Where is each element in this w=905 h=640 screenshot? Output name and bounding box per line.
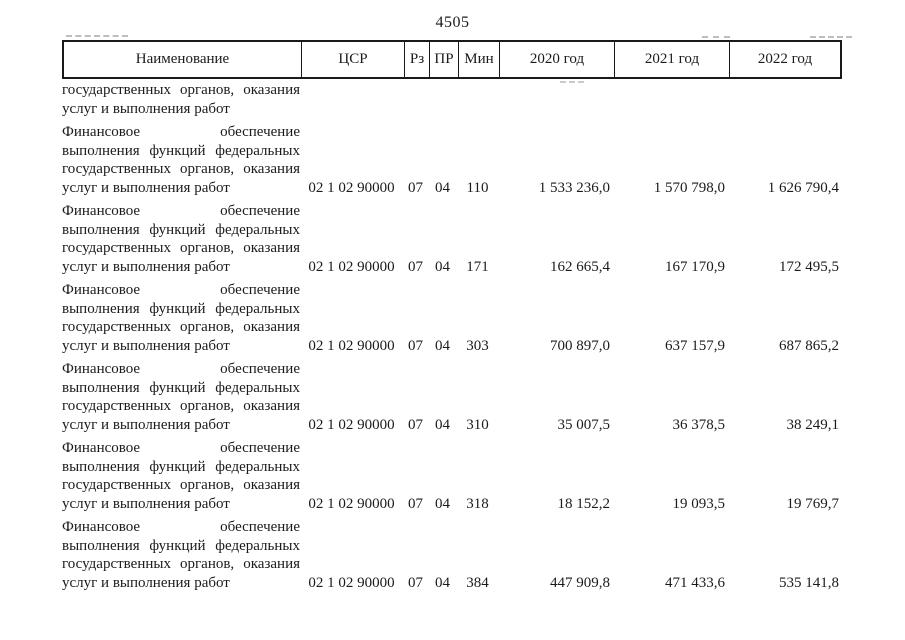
name-line: Финансовое обеспечение — [62, 124, 300, 140]
name-cell: Финансовое обеспечение выполнения функций… — [62, 281, 300, 355]
y2021-cell: 19 093,5 — [672, 495, 726, 512]
name-line: выполнения функций федеральных — [62, 221, 300, 238]
table-row: Финансовое обеспечение выполнения функций… — [62, 518, 842, 592]
header-rz: Рз — [405, 42, 430, 77]
name-cell: Финансовое обеспечение выполнения функций… — [62, 123, 300, 197]
csr-cell: 02 1 02 90000 — [308, 495, 395, 512]
y2021-cell: 637 157,9 — [665, 337, 725, 354]
name-line: Финансовое обеспечение — [62, 440, 300, 456]
name-line: государственных органов, оказания — [62, 556, 300, 572]
y2022-cell: 38 249,1 — [786, 416, 840, 433]
y2021-cell: 471 433,6 — [665, 574, 725, 591]
csr-cell: 02 1 02 90000 — [308, 574, 395, 591]
y2022-cell: 1 626 790,4 — [767, 179, 839, 196]
name-line: государственных органов, оказания — [62, 82, 300, 98]
min-cell: 318 — [466, 495, 489, 512]
name-line: услуг и выполнения работ — [62, 100, 230, 117]
rz-cell: 07 — [408, 337, 423, 354]
name-line: Финансовое обеспечение — [62, 519, 300, 535]
table-row: Финансовое обеспечение выполнения функций… — [62, 202, 842, 276]
header-2021: 2021 год — [615, 42, 730, 77]
scan-artifact — [702, 36, 730, 38]
name-line: Финансовое обеспечение — [62, 203, 300, 219]
csr-cell: 02 1 02 90000 — [308, 416, 395, 433]
table-row: Финансовое обеспечение выполнения функций… — [62, 360, 842, 434]
name-cell: государственных органов, оказания услуг и… — [62, 81, 300, 118]
header-csr: ЦСР — [302, 42, 405, 77]
name-line: выполнения функций федеральных — [62, 379, 300, 396]
name-line: выполнения функций федеральных — [62, 300, 300, 317]
y2020-cell: 18 152,2 — [557, 495, 611, 512]
y2020-cell: 162 665,4 — [550, 258, 610, 275]
y2021-cell: 36 378,5 — [672, 416, 726, 433]
name-line: государственных органов, оказания — [62, 477, 300, 493]
min-cell: 171 — [466, 258, 489, 275]
y2022-cell: 172 495,5 — [779, 258, 839, 275]
name-cell: Финансовое обеспечение выполнения функций… — [62, 439, 300, 513]
name-cell: Финансовое обеспечение выполнения функций… — [62, 360, 300, 434]
page-number: 4505 — [435, 14, 470, 31]
name-cell: Финансовое обеспечение выполнения функций… — [62, 518, 300, 592]
min-cell: 303 — [466, 337, 489, 354]
table-body: государственных органов, оказания услуг и… — [62, 81, 842, 592]
y2021-cell: 167 170,9 — [665, 258, 725, 275]
csr-cell: 02 1 02 90000 — [308, 179, 395, 196]
name-line: государственных органов, оказания — [62, 398, 300, 414]
header-name: Наименование — [64, 42, 302, 77]
y2022-cell: 19 769,7 — [786, 495, 840, 512]
name-cell: Финансовое обеспечение выполнения функций… — [62, 202, 300, 276]
y2020-cell: 447 909,8 — [550, 574, 610, 591]
name-line: выполнения функций федеральных — [62, 142, 300, 159]
name-line: государственных органов, оказания — [62, 240, 300, 256]
y2020-cell: 1 533 236,0 — [538, 179, 610, 196]
y2021-cell: 1 570 798,0 — [653, 179, 725, 196]
name-line: услуг и выполнения работ — [62, 337, 230, 354]
name-line: услуг и выполнения работ — [62, 574, 230, 591]
scan-artifact — [66, 35, 128, 37]
rz-cell: 07 — [408, 179, 423, 196]
rz-cell: 07 — [408, 574, 423, 591]
min-cell: 110 — [466, 179, 489, 196]
table-row: Финансовое обеспечение выполнения функций… — [62, 281, 842, 355]
scan-artifact — [810, 36, 852, 38]
y2020-cell: 35 007,5 — [557, 416, 611, 433]
name-line: услуг и выполнения работ — [62, 416, 230, 433]
name-line: выполнения функций федеральных — [62, 458, 300, 475]
pr-cell: 04 — [435, 495, 450, 512]
pr-cell: 04 — [435, 574, 450, 591]
rz-cell: 07 — [408, 416, 423, 433]
y2022-cell: 535 141,8 — [779, 574, 839, 591]
header-min: Мин — [459, 42, 500, 77]
table-row: государственных органов, оказания услуг и… — [62, 81, 842, 118]
name-line: государственных органов, оказания — [62, 161, 300, 177]
min-cell: 310 — [466, 416, 489, 433]
rz-cell: 07 — [408, 258, 423, 275]
pr-cell: 04 — [435, 337, 450, 354]
table-row: Финансовое обеспечение выполнения функций… — [62, 123, 842, 197]
min-cell: 384 — [466, 574, 489, 591]
scan-artifact — [560, 81, 584, 83]
csr-cell: 02 1 02 90000 — [308, 337, 395, 354]
name-line: государственных органов, оказания — [62, 319, 300, 335]
name-line: выполнения функций федеральных — [62, 537, 300, 554]
name-line: услуг и выполнения работ — [62, 179, 230, 196]
table-header-row: Наименование ЦСР Рз ПР Мин 2020 год 2021… — [62, 40, 842, 79]
y2020-cell: 700 897,0 — [550, 337, 610, 354]
table-row: Финансовое обеспечение выполнения функций… — [62, 439, 842, 513]
pr-cell: 04 — [435, 416, 450, 433]
y2022-cell: 687 865,2 — [779, 337, 839, 354]
name-line: услуг и выполнения работ — [62, 495, 230, 512]
rz-cell: 07 — [408, 495, 423, 512]
name-line: Финансовое обеспечение — [62, 282, 300, 298]
name-line: Финансовое обеспечение — [62, 361, 300, 377]
header-2022: 2022 год — [757, 51, 813, 67]
header-2020: 2020 год — [500, 42, 615, 77]
pr-cell: 04 — [435, 258, 450, 275]
name-line: услуг и выполнения работ — [62, 258, 230, 275]
header-pr: ПР — [430, 42, 459, 77]
csr-cell: 02 1 02 90000 — [308, 258, 395, 275]
pr-cell: 04 — [435, 179, 450, 196]
budget-table: Наименование ЦСР Рз ПР Мин 2020 год 2021… — [62, 35, 852, 592]
